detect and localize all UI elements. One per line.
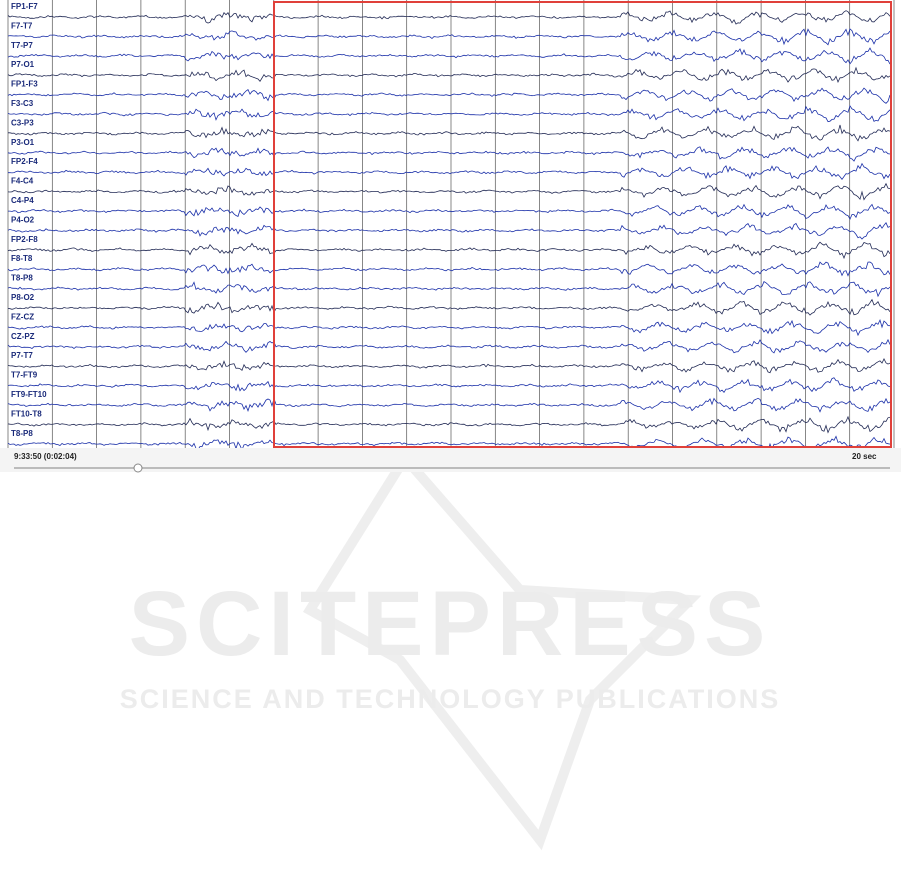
channel-label: T8-P8 bbox=[11, 274, 33, 283]
channel-label: C4-P4 bbox=[11, 196, 34, 205]
slider-thumb[interactable] bbox=[133, 463, 143, 473]
eeg-trace bbox=[7, 397, 891, 413]
channel-label: FP2-F4 bbox=[11, 157, 38, 166]
eeg-trace bbox=[7, 298, 891, 316]
eeg-trace bbox=[7, 357, 891, 374]
eeg-trace bbox=[7, 222, 891, 240]
time-grid bbox=[7, 0, 895, 448]
eeg-trace bbox=[7, 10, 891, 25]
eeg-trace bbox=[7, 66, 891, 84]
channel-label: FP1-F7 bbox=[11, 2, 38, 11]
channel-label: P3-O1 bbox=[11, 138, 35, 147]
channel-label: T7-P7 bbox=[11, 41, 33, 50]
channel-label: T7-FT9 bbox=[11, 371, 38, 380]
channel-label: FT9-FT10 bbox=[11, 390, 47, 399]
channel-label: T8-P8 bbox=[11, 429, 33, 438]
eeg-trace bbox=[8, 124, 891, 142]
eeg-trace bbox=[7, 415, 891, 434]
eeg-trace bbox=[7, 47, 891, 65]
eeg-trace bbox=[7, 435, 891, 452]
eeg-trace bbox=[7, 338, 891, 354]
channel-label: F7-T7 bbox=[11, 21, 33, 30]
channel-label: FZ-CZ bbox=[11, 312, 34, 321]
eeg-trace bbox=[7, 162, 891, 180]
eeg-trace bbox=[7, 261, 891, 277]
scale-label: 20 sec bbox=[852, 452, 877, 461]
channel-label: FT10-T8 bbox=[11, 409, 42, 418]
eeg-trace bbox=[7, 182, 891, 201]
eeg-trace bbox=[7, 281, 891, 298]
channel-label: P4-O2 bbox=[11, 215, 35, 224]
channel-label: P8-O2 bbox=[11, 293, 35, 302]
channel-label: CZ-PZ bbox=[11, 332, 35, 341]
traces: FP1-F7 F7-T7 T7-P7 P7-O1 FP1-F3 F3-C3 C3-P3 P3-… bbox=[7, 2, 891, 452]
eeg-trace bbox=[7, 146, 891, 162]
highlight-box bbox=[273, 1, 892, 448]
time-label: 9:33:50 (0:02:04) bbox=[14, 452, 77, 461]
channel-label: F3-C3 bbox=[11, 99, 34, 108]
eeg-trace bbox=[8, 203, 891, 220]
watermark-subtitle: SCIENCE AND TECHNOLOGY PUBLICATIONS bbox=[120, 684, 781, 714]
eeg-trace bbox=[7, 87, 891, 104]
eeg-trace bbox=[7, 104, 891, 123]
channel-label: FP2-F8 bbox=[11, 235, 38, 244]
channel-label: F8-T8 bbox=[11, 254, 33, 263]
eeg-trace bbox=[7, 28, 891, 46]
channel-label: P7-T7 bbox=[11, 351, 33, 360]
eeg-trace bbox=[7, 377, 891, 394]
eeg-trace bbox=[7, 241, 891, 260]
watermark-shape bbox=[302, 449, 702, 851]
watermark-title: SCITEPRESS bbox=[129, 573, 772, 675]
channel-label: P7-O1 bbox=[11, 60, 35, 69]
channel-label: F4-C4 bbox=[11, 177, 34, 186]
channel-label: C3-P3 bbox=[11, 118, 34, 127]
channel-label: FP1-F3 bbox=[11, 80, 38, 89]
eeg-trace bbox=[7, 318, 891, 337]
